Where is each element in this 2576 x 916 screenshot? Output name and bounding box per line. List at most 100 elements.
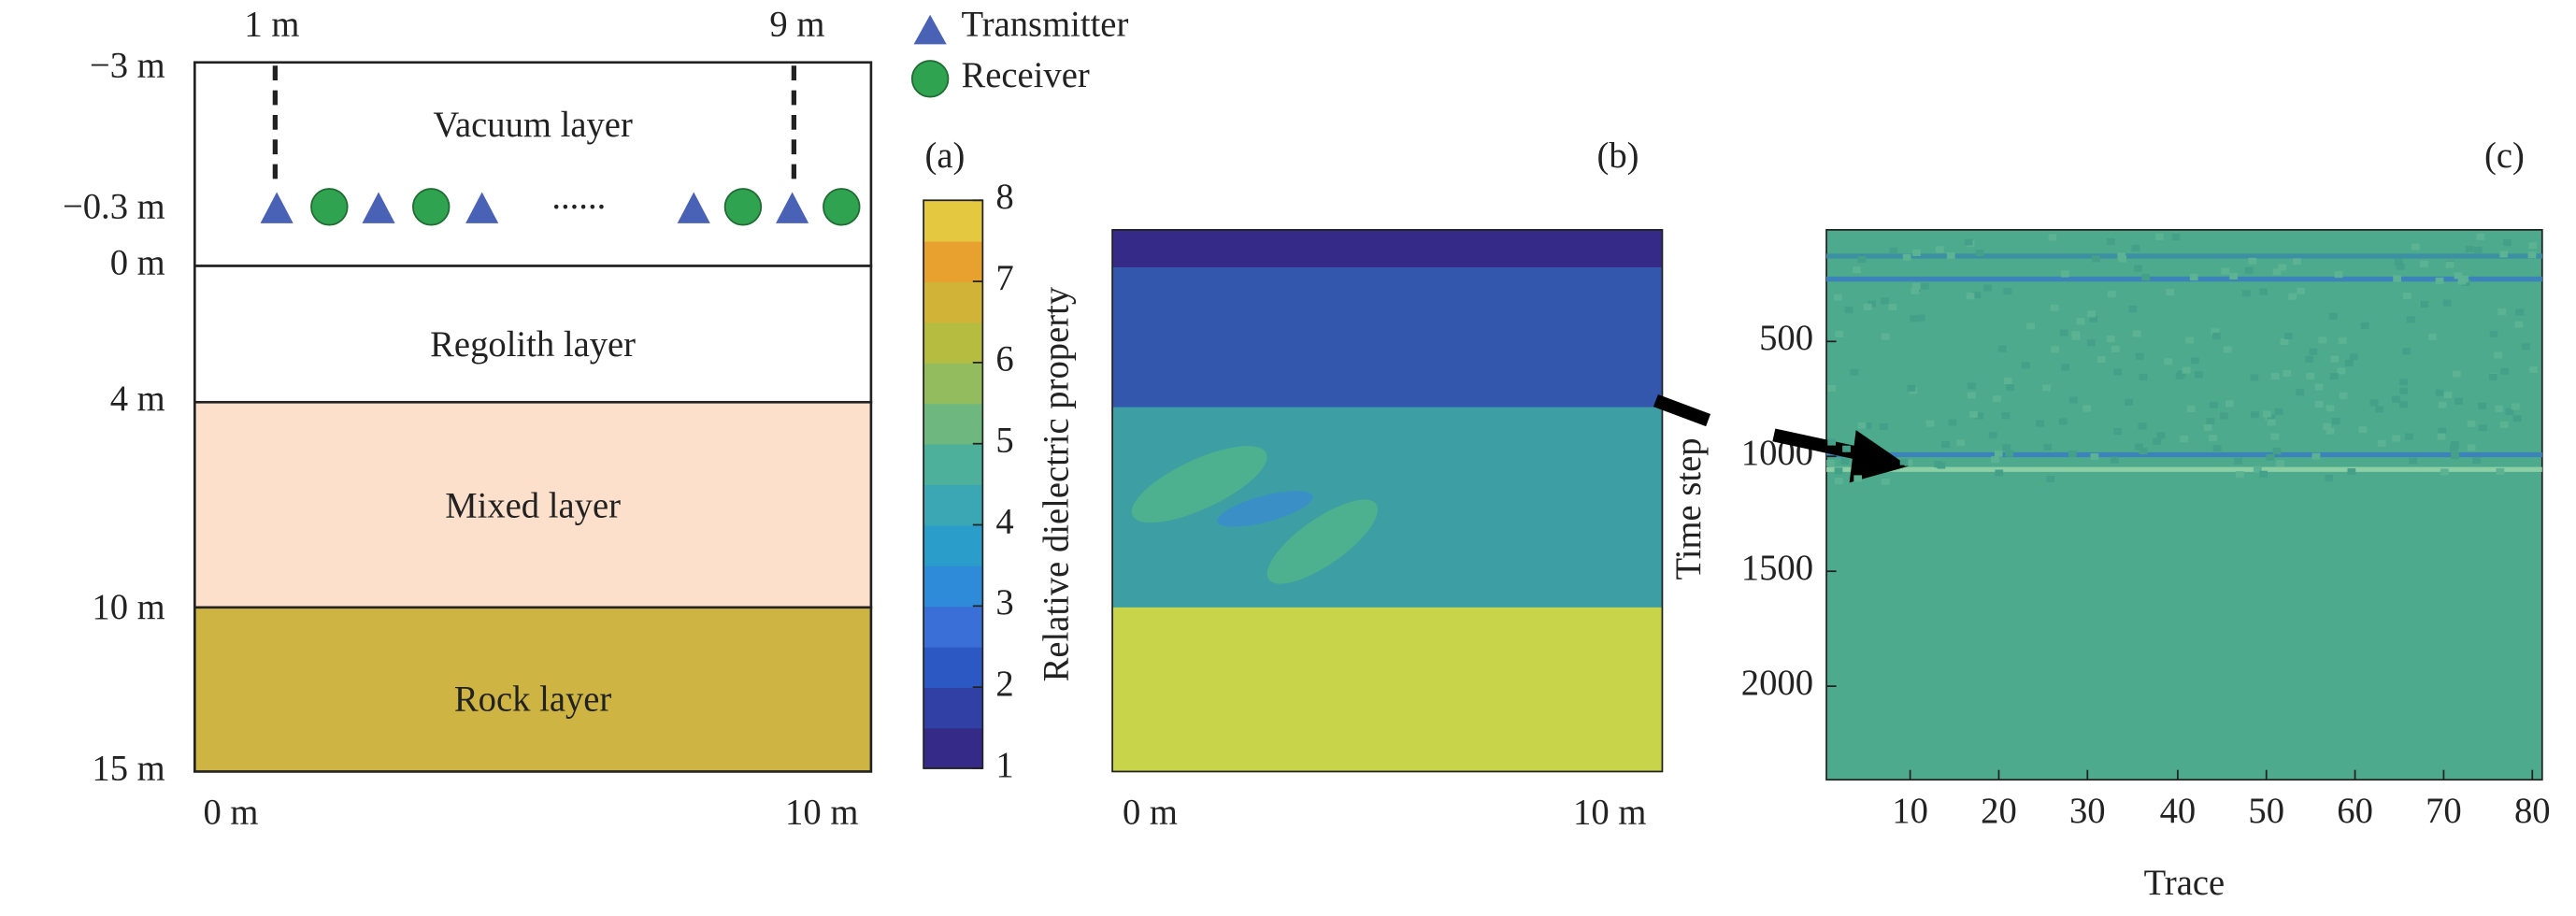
noise-cell (2209, 435, 2217, 442)
noise-cell (2309, 348, 2318, 355)
noise-cell (2051, 346, 2059, 353)
noise-cell (2043, 443, 2053, 451)
label: (c) (2484, 136, 2525, 176)
noise-cell (2270, 433, 2280, 440)
noise-cell (2438, 401, 2447, 408)
noise-cell (2250, 411, 2259, 419)
mixed-layer (193, 400, 873, 609)
noise-cell (1904, 459, 1913, 466)
noise-cell (2087, 339, 2096, 347)
noise-cell (2399, 379, 2408, 386)
noise-cell (2225, 400, 2234, 408)
noise-cell (1983, 284, 1993, 292)
label: 9 m (769, 6, 824, 45)
noise-cell (2229, 272, 2239, 279)
label: −3 m (90, 47, 165, 86)
noise-cell (2278, 264, 2287, 271)
noise-cell (2495, 405, 2504, 412)
noise-cell (1935, 246, 1944, 253)
noise-cell (2253, 465, 2262, 473)
noise-cell (2443, 392, 2453, 399)
colorbar-band (923, 727, 983, 769)
noise-cell (2189, 274, 2198, 281)
noise-cell (2283, 332, 2293, 339)
noise-cell (1911, 287, 1920, 294)
noise-cell (1857, 422, 1867, 429)
noise-cell (2330, 355, 2340, 363)
antenna-row (260, 188, 861, 226)
noise-cell (2472, 457, 2482, 465)
noise-cell (2076, 318, 2085, 325)
noise-cell (2068, 396, 2078, 404)
noise-cell (2454, 397, 2463, 405)
noise-cell (2059, 329, 2068, 336)
noise (1826, 233, 2538, 485)
noise-cell (1920, 282, 1929, 290)
noise-cell (1879, 422, 1888, 431)
label: 20 (1981, 792, 2017, 831)
noise-cell (2337, 367, 2346, 375)
noise-cell (1835, 330, 1844, 338)
noise-cell (2087, 310, 2096, 318)
label: 8 (995, 178, 1013, 217)
arrow-head (1849, 430, 1909, 483)
receiver (310, 188, 349, 226)
noise-cell (2521, 343, 2530, 351)
label: Time step (1669, 437, 1709, 580)
noise-cell (2478, 402, 2487, 409)
noise-cell (2445, 261, 2454, 268)
label: 15 m (92, 749, 165, 788)
noise-cell (2128, 306, 2138, 313)
noise-cell (2505, 408, 2514, 415)
noise-cell (2411, 243, 2420, 250)
receiver (723, 188, 763, 226)
noise-cell (2514, 321, 2524, 328)
noise-cell (1912, 249, 1921, 256)
transmitter (677, 192, 710, 223)
radargram (1825, 229, 2543, 781)
label: 2 (995, 665, 1013, 704)
noise-cell (2182, 366, 2191, 374)
regolith-band (1112, 267, 1663, 408)
noise-cell (1993, 395, 2001, 403)
noise-cell (2467, 420, 2476, 427)
label: (a) (925, 136, 966, 176)
noise-cell (1910, 315, 1919, 322)
noise-cell (1975, 250, 1984, 257)
colorbar-band (923, 606, 983, 648)
label: 10 (1892, 792, 1928, 831)
noise-cell (2274, 408, 2283, 415)
noise-cell (1889, 247, 1898, 254)
label: 80 (2514, 792, 2551, 831)
receiver (823, 188, 861, 226)
noise-cell (2375, 406, 2383, 413)
noise-cell (2399, 387, 2408, 394)
colorbar-band (923, 565, 983, 608)
label: 10 m (92, 588, 165, 627)
noise-cell (2311, 452, 2321, 460)
noise-cell (2153, 437, 2162, 445)
noise-cell (2048, 234, 2057, 241)
noise-cell (2061, 364, 2069, 371)
noise-cell (2496, 467, 2505, 475)
noise-cell (2334, 271, 2343, 279)
transmitter (776, 192, 809, 223)
noise-cell (2071, 331, 2081, 338)
noise-cell (2241, 290, 2251, 297)
noise-cell (2280, 338, 2289, 346)
label: 60 (2337, 792, 2373, 831)
legend-triangle (913, 14, 947, 45)
vacuum-layer (193, 61, 873, 267)
vacuum-band (1112, 229, 1663, 268)
noise-cell (2494, 351, 2503, 359)
noise-cell (2442, 299, 2452, 307)
noise-cell (2026, 322, 2036, 330)
colorbar-band (923, 484, 983, 526)
transmitter (362, 192, 395, 223)
noise-cell (1827, 384, 1837, 392)
noise-cell (1834, 478, 1843, 485)
noise-cell (2166, 289, 2175, 296)
noise-cell (2328, 312, 2338, 320)
noise-cell (2113, 428, 2122, 436)
